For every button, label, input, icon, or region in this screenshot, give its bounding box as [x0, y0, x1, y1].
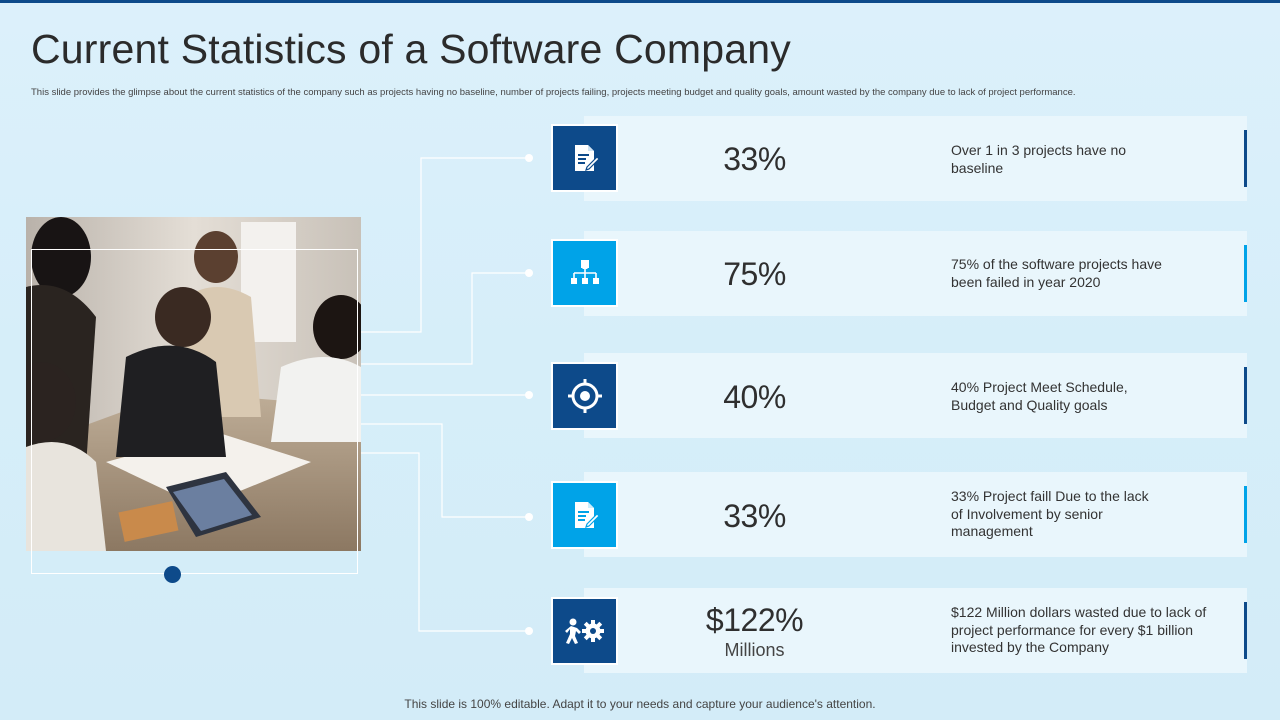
stat-card-5: $122% Millions $122 Million dollars wast…	[584, 588, 1247, 673]
stat-description-line: of Involvement by senior	[951, 505, 1103, 522]
stat-card-4: 33% 33% Project faill Due to the lack of…	[584, 472, 1247, 557]
stat-description: 33% Project faill Due to the lack of Inv…	[951, 488, 1231, 541]
connector-dot	[525, 269, 533, 277]
stat-description-line: Over 1 in 3 projects have no	[951, 142, 1127, 158]
stat-icon-box-2	[551, 239, 618, 307]
document-edit-icon	[574, 145, 600, 171]
stat-description: 75% of the software projects have been f…	[951, 256, 1231, 291]
stat-description-line: 75% of the software projects have	[951, 256, 1162, 272]
slide-subtitle: This slide provides the glimpse about th…	[31, 87, 1076, 98]
stat-value: 33%	[723, 498, 786, 534]
slide-footer: This slide is 100% editable. Adapt it to…	[404, 697, 876, 711]
stat-value: $122%	[705, 602, 804, 638]
stat-description-line: 33% Project faill Due to the lack	[951, 488, 1149, 504]
card-accent-bar	[1244, 367, 1247, 424]
stat-card-3: 40% 40% Project Meet Schedule, Budget an…	[584, 353, 1247, 438]
stat-card-1: 33% Over 1 in 3 projects have no baselin…	[584, 116, 1247, 201]
stat-description-line: project performance for every $1 billion	[951, 621, 1194, 638]
connector-dot	[525, 627, 533, 635]
stat-description-line: management	[951, 523, 1033, 539]
connector-dot	[525, 154, 533, 162]
stat-description-line: baseline	[951, 159, 1004, 176]
stat-description: 40% Project Meet Schedule, Budget and Qu…	[951, 379, 1231, 414]
document-edit-icon	[574, 502, 600, 528]
stat-icon-box-5	[551, 597, 618, 665]
photo-anchor-dot	[164, 566, 181, 583]
card-accent-bar	[1244, 486, 1247, 543]
target-icon	[567, 379, 602, 413]
stat-icon-box-3	[551, 362, 618, 430]
stat-value: 33%	[723, 141, 786, 177]
top-rule	[0, 0, 1280, 3]
person-gear-icon	[564, 618, 604, 644]
photo-frame	[31, 249, 358, 574]
connector-dot	[525, 391, 533, 399]
card-accent-bar	[1244, 130, 1247, 187]
stat-description-line: $122 Million dollars wasted due to lack …	[951, 604, 1207, 620]
card-accent-bar	[1244, 602, 1247, 659]
stat-description: $122 Million dollars wasted due to lack …	[951, 604, 1231, 657]
connector-dot	[525, 513, 533, 521]
stat-icon-box-4	[551, 481, 618, 549]
stat-icon-box-1	[551, 124, 618, 192]
stat-value: 75%	[723, 256, 786, 292]
stat-value-unit: Millions	[724, 640, 785, 660]
slide-title: Current Statistics of a Software Company	[31, 26, 791, 72]
stat-description-line: invested by the Company	[951, 639, 1109, 655]
card-accent-bar	[1244, 245, 1247, 302]
stat-description-line: Budget and Quality goals	[951, 396, 1108, 413]
hierarchy-icon	[570, 260, 599, 284]
stat-card-2: 75% 75% of the software projects have be…	[584, 231, 1247, 316]
stat-description: Over 1 in 3 projects have no baseline	[951, 142, 1231, 177]
stat-description-line: been failed in year 2020	[951, 273, 1101, 290]
stat-value: 40%	[723, 379, 786, 415]
stat-description-line: 40% Project Meet Schedule,	[951, 379, 1128, 395]
team-meeting-photo	[26, 217, 361, 551]
